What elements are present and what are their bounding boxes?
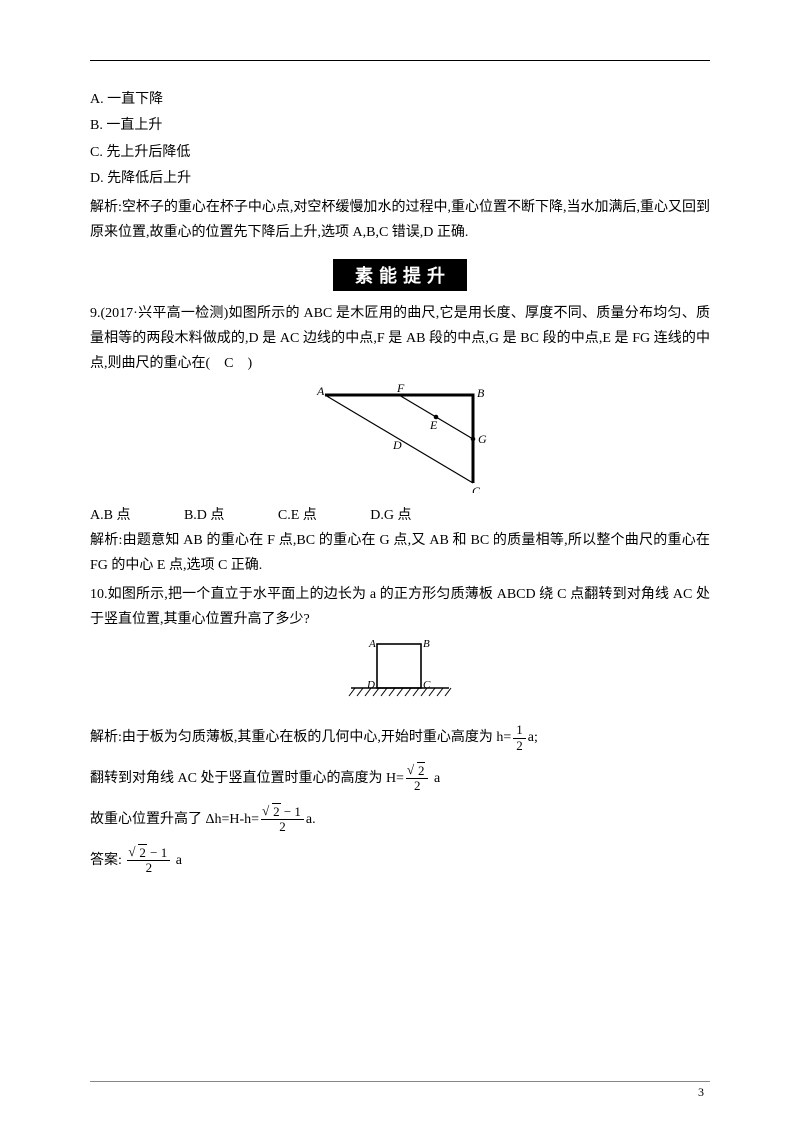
fraction-sqrt2-over-2: 22 (406, 764, 429, 794)
q10-answer: 答案: 2 − 12 a (90, 846, 710, 877)
q8-option-d: D. 先降低后上升 (90, 168, 710, 190)
q10-figure: A B D C (345, 638, 455, 708)
q8-option-a: A. 一直下降 (90, 89, 710, 111)
q8-option-c: C. 先上升后降低 (90, 142, 710, 164)
svg-text:A: A (368, 638, 376, 650)
q10-exp-line2: 翻转到对角线 AC 处于竖直位置时重心的高度为 H=22 a (90, 764, 710, 795)
q10-exp-line2-post: a (430, 771, 440, 786)
q10-answer-pre: 答案: (90, 853, 122, 868)
q10-exp-line3-pre: 故重心位置升高了 Δh=H-h= (90, 812, 259, 827)
svg-text:C: C (472, 484, 481, 493)
q9-choices: A.B 点 B.D 点 C.E 点 D.G 点 (90, 504, 710, 524)
q9-choice-c: C.E 点 (278, 504, 317, 524)
fraction-half: 12 (513, 723, 526, 753)
svg-text:E: E (429, 418, 438, 432)
q8-explanation: 解析:空杯子的重心在杯子中心点,对空杯缓慢加水的过程中,重心位置不断下降,当水加… (90, 195, 710, 245)
q9-figure: A F B E D G C (305, 383, 495, 493)
q9-stem: 9.(2017·兴平高一检测)如图所示的 ABC 是木匠用的曲尺,它是用长度、厚… (90, 301, 710, 377)
q10-exp-line2-pre: 翻转到对角线 AC 处于竖直位置时重心的高度为 H= (90, 771, 404, 786)
bottom-horizontal-rule (90, 1081, 710, 1082)
svg-text:C: C (423, 679, 431, 691)
q10-exp-line1-pre: 解析:由于板为匀质薄板,其重心在板的几何中心,开始时重心高度为 h= (90, 730, 511, 745)
q10-stem: 10.如图所示,把一个直立于水平面上的边长为 a 的正方形匀质薄板 ABCD 绕… (90, 582, 710, 632)
svg-text:D: D (392, 438, 402, 452)
svg-text:B: B (423, 638, 430, 650)
svg-text:G: G (478, 432, 487, 446)
q9-choice-b: B.D 点 (184, 504, 224, 524)
page-number: 3 (698, 1085, 704, 1100)
svg-text:F: F (396, 383, 405, 395)
svg-text:B: B (477, 386, 485, 400)
fraction-sqrt2-minus-1-over-2: 2 − 12 (261, 805, 304, 835)
q9-explanation: 解析:由题意知 AB 的重心在 F 点,BC 的重心在 G 点,又 AB 和 B… (90, 528, 710, 578)
svg-text:D: D (366, 679, 375, 691)
svg-text:A: A (316, 384, 325, 398)
q10-answer-post: a (176, 853, 182, 868)
q10-exp-line3-post: a. (306, 812, 316, 827)
q10-exp-line1: 解析:由于板为匀质薄板,其重心在板的几何中心,开始时重心高度为 h=12a; (90, 723, 710, 754)
q10-exp-line3: 故重心位置升高了 Δh=H-h=2 − 12a. (90, 805, 710, 836)
fraction-sqrt2-minus-1-over-2-answer: 2 − 12 (127, 846, 170, 876)
top-horizontal-rule (90, 60, 710, 61)
section-banner: 素能提升 (333, 259, 467, 291)
q8-option-b: B. 一直上升 (90, 115, 710, 137)
q10-exp-line1-post: a; (528, 730, 538, 745)
q9-choice-a: A.B 点 (90, 504, 130, 524)
q9-choice-d: D.G 点 (370, 504, 411, 524)
